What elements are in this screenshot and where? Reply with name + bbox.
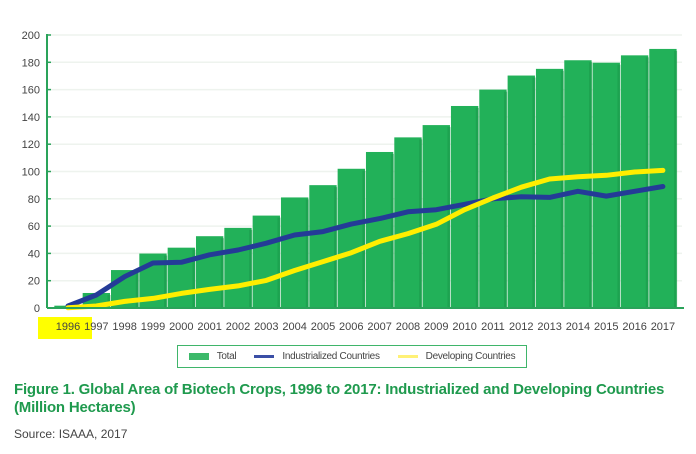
figure-caption: Figure 1. Global Area of Biotech Crops, … — [14, 381, 665, 416]
x-tick-label: 2012 — [509, 321, 533, 333]
bar-shadow — [135, 272, 139, 308]
legend-label-developing: Developing Countries — [425, 351, 516, 362]
bar-shadow — [362, 170, 366, 308]
x-tick-label: 2017 — [651, 321, 675, 333]
x-tick-label: 2002 — [226, 321, 250, 333]
bar-shadow — [164, 255, 168, 308]
chart: 0 20 40 60 80 100 120 140 160 180 200 1996 1997 1998 1… — [22, 30, 684, 339]
bar-total-2015 — [592, 62, 620, 308]
bar-shadow — [249, 229, 253, 308]
bar-total-2003 — [252, 215, 280, 308]
highlight-marker — [38, 317, 92, 339]
x-tick-label: 2016 — [622, 321, 646, 333]
x-tick-label: 2009 — [424, 321, 448, 333]
bar-shadow — [532, 77, 536, 308]
x-tick-label: 2010 — [452, 321, 476, 333]
x-tick-label: 1998 — [112, 321, 136, 333]
x-tick-label: 1999 — [141, 321, 165, 333]
bar-total-2001 — [195, 236, 224, 308]
bar-shadow — [645, 57, 649, 308]
y-tick-label: 0 — [34, 303, 40, 315]
bar-shadow — [674, 50, 678, 308]
x-tick-label: 2001 — [197, 321, 221, 333]
x-tick-label: 1997 — [84, 321, 108, 333]
x-tick-label: 2004 — [282, 321, 306, 333]
y-tick-label: 120 — [22, 139, 40, 151]
bar-total-2017 — [649, 48, 677, 308]
y-tick-label: 160 — [22, 85, 40, 97]
x-tick-label: 2007 — [367, 321, 391, 333]
x-tick-label: 2013 — [537, 321, 561, 333]
x-tick-label: 2015 — [594, 321, 618, 333]
bar-total-2008 — [394, 137, 422, 308]
bar-total-2009 — [422, 125, 450, 308]
bar-total-2007 — [365, 151, 394, 308]
x-tick-label: 2000 — [169, 321, 193, 333]
legend-label-total: Total — [216, 351, 237, 362]
legend-item-developing: Developing Countries — [397, 351, 516, 362]
x-tick-label: 2008 — [396, 321, 420, 333]
x-tick-label: 2014 — [566, 321, 590, 333]
x-tick-label: 2005 — [311, 321, 335, 333]
bar-total-2002 — [224, 227, 252, 308]
bar-shadow — [334, 187, 338, 308]
x-tick-label: 2006 — [339, 321, 363, 333]
legend-swatch-industrialized — [254, 355, 275, 358]
bar-shadow — [220, 238, 224, 308]
bar-shadow — [305, 199, 309, 308]
bar-shadow — [277, 217, 281, 308]
x-tick-label: 1996 — [56, 321, 80, 333]
bar-total-2013 — [535, 68, 564, 309]
legend-item-industrialized: Industrialized Countries — [254, 351, 380, 362]
bar-total-2004 — [280, 197, 309, 308]
bar-shadow — [589, 62, 593, 308]
bar-shadow — [192, 249, 196, 308]
y-tick-label: 20 — [28, 276, 40, 288]
bar-total-2000 — [167, 247, 195, 308]
legend-swatch-developing — [397, 355, 418, 358]
legend-swatch-total — [188, 353, 209, 360]
y-tick-label: 40 — [28, 248, 40, 260]
legend: Total Industrialized Countries Developin… — [177, 345, 527, 368]
legend-label-industrialized: Industrialized Countries — [282, 351, 380, 362]
y-tick-label: 80 — [28, 194, 40, 206]
bar-total-2014 — [564, 60, 592, 308]
bar-total-2006 — [337, 168, 365, 308]
y-tick-label: 140 — [22, 112, 40, 124]
bar-shadow — [390, 153, 394, 308]
bar-shadow — [475, 107, 479, 308]
x-tick-label: 2011 — [481, 321, 505, 333]
bar-total-2016 — [620, 55, 649, 308]
x-tick-label: 2003 — [254, 321, 278, 333]
line-industrialized — [65, 184, 666, 309]
source-note: Source: ISAAA, 2017 — [14, 427, 128, 441]
line-developing — [65, 167, 666, 311]
y-tick-label: 200 — [22, 30, 40, 42]
legend-item-total: Total — [188, 351, 237, 362]
bar-shadow — [419, 139, 423, 308]
bar-shadow — [560, 70, 564, 309]
bar-total-2005 — [309, 185, 337, 308]
y-tick-label: 180 — [22, 57, 40, 69]
y-tick-label: 100 — [22, 167, 40, 179]
bar-shadow — [617, 64, 621, 308]
y-tick-label: 60 — [28, 221, 40, 233]
